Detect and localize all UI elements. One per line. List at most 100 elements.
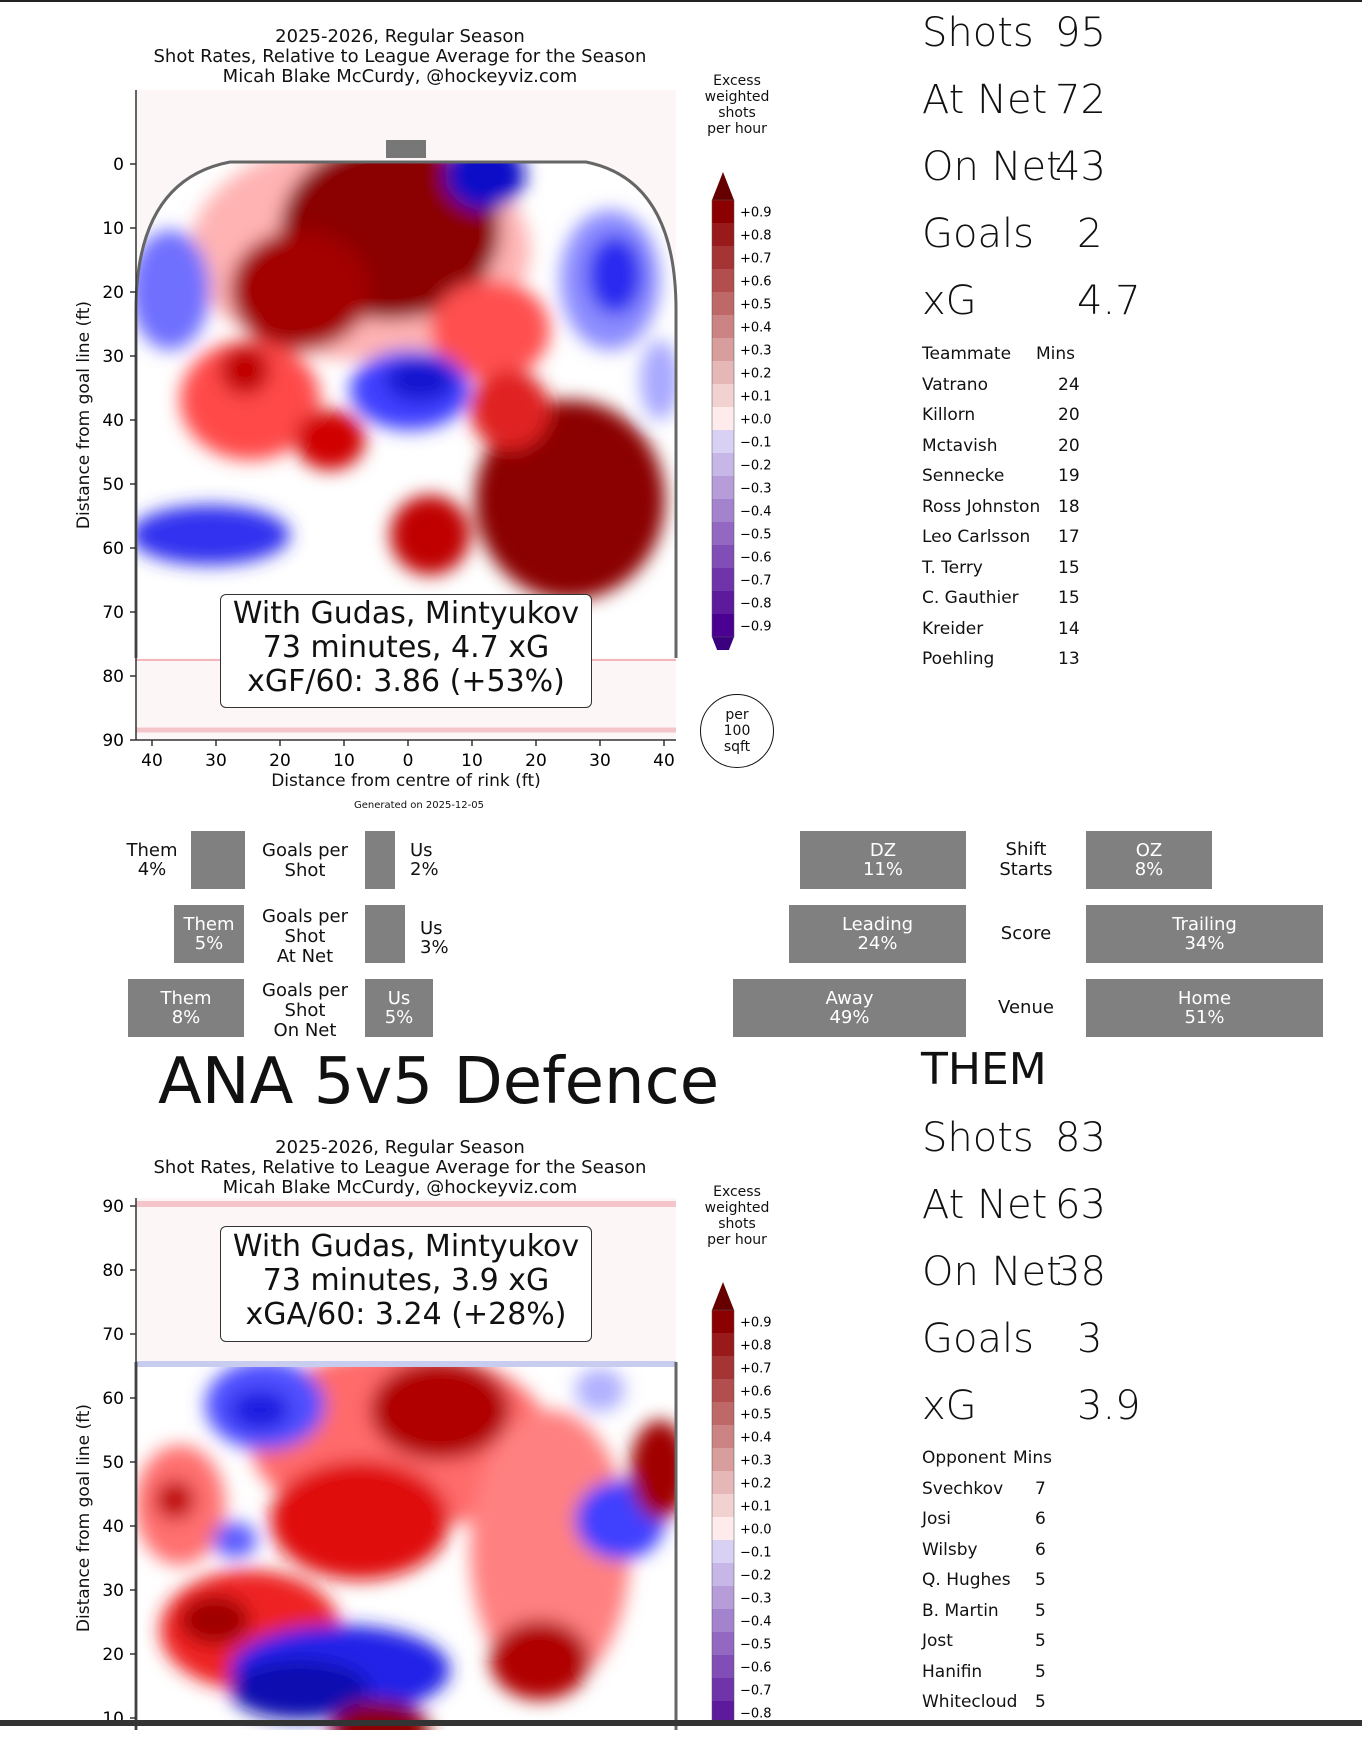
- colorbar-tick-label: −0.4: [740, 1615, 772, 1630]
- colorbar-segment: [712, 246, 734, 269]
- colorbar-segment: [712, 269, 734, 292]
- defense-cb-title-3: shots: [718, 1216, 756, 1232]
- y-tick-label: 60: [102, 539, 124, 559]
- row-mins: 15: [1058, 557, 1080, 578]
- top-border: [0, 0, 1362, 2]
- colorbar-segment: [712, 1379, 734, 1402]
- colorbar-segment: [712, 1494, 734, 1517]
- us-goal-bar: [365, 905, 405, 963]
- defense-title-line-1: 2025-2026, Regular Season: [275, 1137, 525, 1158]
- stat-row: On Net 38: [922, 1249, 1142, 1299]
- offense-colorbar-title: Excess weighted shots per hour: [682, 73, 792, 137]
- header-name: Opponent: [922, 1448, 1007, 1468]
- row-mins: 17: [1058, 527, 1080, 547]
- context-label: Venue: [998, 997, 1054, 1018]
- them-goal-text: Them 5%: [183, 914, 235, 954]
- us-goal-bar: [365, 831, 395, 889]
- stat-value: 4.7: [1077, 278, 1141, 324]
- row-name: Whitecloud: [922, 1692, 1018, 1712]
- them-goal-text: Them 8%: [160, 988, 212, 1028]
- stat-value: 63: [1055, 1182, 1106, 1228]
- colorbar-tick-label: +0.5: [740, 1408, 772, 1423]
- colorbar-top-tip: [712, 1282, 734, 1310]
- stat-value: 72: [1055, 77, 1106, 123]
- colorbar-bottom-tip: [712, 637, 734, 650]
- colorbar-tick-label: +0.8: [740, 229, 772, 244]
- stat-row: On Net 43: [922, 144, 1142, 194]
- row-mins: 5: [1035, 1631, 1046, 1651]
- colorbar-tick-label: −0.3: [740, 1592, 772, 1607]
- y-tick-label: 30: [102, 347, 124, 367]
- defense-title-line-2: Shot Rates, Relative to League Average f…: [153, 1157, 647, 1178]
- stat-label: Goals: [922, 1316, 1034, 1362]
- row-mins: 6: [1035, 1509, 1046, 1529]
- goals-per-shot-label: Goals per Shot At Net: [262, 906, 348, 967]
- row-mins: 6: [1035, 1539, 1046, 1560]
- y-tick-label: 20: [102, 1645, 124, 1665]
- offense-cb-title-3: shots: [718, 105, 756, 121]
- colorbar-segment: [712, 1333, 734, 1356]
- colorbar-segment: [712, 1402, 734, 1425]
- offense-box-line-3: xGF/60: 3.86 (+53%): [247, 664, 565, 699]
- colorbar-segment: [712, 1471, 734, 1494]
- y-tick-label: 70: [102, 1325, 124, 1345]
- row-mins: 5: [1035, 1692, 1046, 1712]
- x-tick-label: 10: [333, 751, 355, 771]
- offense-ylabel: Distance from goal line (ft): [74, 300, 94, 530]
- defense-title-line-3: Micah Blake McCurdy, @hockeyviz.com: [222, 1177, 578, 1198]
- right-context-bar: OZ 8%: [1086, 831, 1212, 889]
- colorbar-tick-label: −0.8: [740, 597, 772, 612]
- per-circle-line-3: sqft: [723, 739, 751, 755]
- row-name: Leo Carlsson: [922, 527, 1031, 547]
- x-tick-label: 20: [269, 751, 291, 771]
- bottom-border: [0, 1720, 1362, 1726]
- row-mins: 20: [1058, 435, 1080, 456]
- row-name: Poehling: [922, 649, 995, 669]
- colorbar-tick-label: +0.4: [740, 321, 772, 336]
- stat-value: 3: [1077, 1316, 1103, 1362]
- colorbar-tick-label: +0.8: [740, 1339, 772, 1354]
- colorbar-tick-label: +0.7: [740, 1362, 772, 1377]
- per-circle-line-2: 100: [723, 723, 751, 739]
- colorbar-tick-label: +0.6: [740, 1385, 772, 1400]
- colorbar-segment: [712, 430, 734, 453]
- stat-value: 43: [1055, 144, 1106, 190]
- stat-row: Goals 3: [922, 1316, 1142, 1366]
- colorbar-tick-label: +0.5: [740, 298, 772, 313]
- stat-row: xG 4.7: [922, 278, 1142, 328]
- defense-title: 2025-2026, Regular Season Shot Rates, Re…: [140, 1138, 660, 1198]
- y-tick-label: 10: [102, 219, 124, 239]
- left-context-bar: Leading 24%: [789, 905, 966, 963]
- colorbar-segment: [712, 361, 734, 384]
- x-tick-label: 30: [205, 751, 227, 771]
- offense-box-line-2: 73 minutes, 4.7 xG: [262, 630, 550, 665]
- colorbar-tick-label: −0.7: [740, 1684, 772, 1699]
- x-tick-label: 0: [403, 751, 414, 771]
- colorbar-segment: [712, 200, 734, 223]
- colorbar-segment: [712, 407, 734, 430]
- colorbar-segment: [712, 1356, 734, 1379]
- x-tick-label: 30: [589, 751, 611, 771]
- colorbar-segment: [712, 223, 734, 246]
- header-mins: Mins: [1013, 1448, 1053, 1468]
- context-label: Shift Starts: [999, 839, 1053, 880]
- stat-label: Shots: [922, 10, 1034, 56]
- y-tick-label: 20: [102, 283, 124, 303]
- offense-title-line-2: Shot Rates, Relative to League Average f…: [153, 46, 647, 67]
- colorbar-tick-label: −0.3: [740, 482, 772, 497]
- colorbar-segment: [712, 292, 734, 315]
- colorbar-tick-label: +0.2: [740, 367, 772, 382]
- row-name: C. Gauthier: [922, 588, 1019, 608]
- offense-cb-title-4: per hour: [707, 121, 767, 137]
- stat-label: At Net: [922, 1182, 1048, 1228]
- y-tick-label: 90: [102, 731, 124, 751]
- right-context-bar: Home 51%: [1086, 979, 1323, 1037]
- goals-per-shot-label: Goals per Shot On Net: [262, 980, 348, 1041]
- colorbar-segment: [712, 591, 734, 614]
- colorbar-tick-label: +0.3: [740, 344, 772, 359]
- defense-cb-title-4: per hour: [707, 1232, 767, 1248]
- colorbar-segment: [712, 499, 734, 522]
- colorbar-tick-label: −0.2: [740, 459, 772, 474]
- offense-xlabel: Distance from centre of rink (ft): [271, 771, 541, 791]
- us-goal-text: Us 5%: [384, 988, 414, 1028]
